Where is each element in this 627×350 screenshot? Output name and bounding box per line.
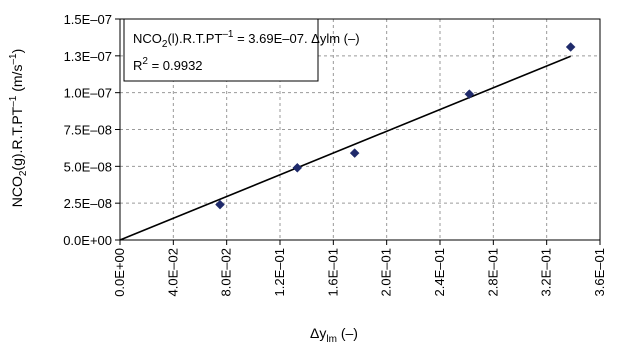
data-point [464, 89, 475, 99]
x-tick-label: 2.0E–01 [379, 248, 394, 296]
y-tick-label: 1.3E–07 [64, 49, 112, 64]
x-axis-label: Δylm (–) [310, 325, 358, 345]
y-tick-label: 0.0E+00 [63, 233, 112, 248]
data-points [215, 42, 576, 210]
x-tick-label: 1.6E–01 [325, 248, 340, 296]
data-point [215, 199, 225, 210]
y-tick-label: 2.5E–08 [64, 196, 112, 211]
y-axis-label: NCO2(g).R.T.PT–1 (m/s–1) [8, 49, 29, 208]
y-tick-label: 5.0E–08 [64, 159, 112, 174]
trendline-group [119, 55, 571, 241]
y-tick-label: 7.5E–08 [64, 123, 112, 138]
annotation-equation: NCO2(l).R.T.PT–1 = 3.69E–07. Δylm (–) [133, 29, 360, 50]
trendline [119, 55, 571, 241]
annotation-r-squared: R2 = 0.9932 [133, 56, 203, 73]
data-point [349, 148, 360, 158]
data-point [565, 42, 576, 52]
x-tick-label: 4.0E–02 [165, 248, 180, 296]
x-tick-label: 2.8E–01 [485, 248, 500, 296]
x-tick-label: 0.0E+00 [112, 248, 127, 297]
x-tick-label: 3.2E–01 [539, 248, 554, 296]
data-point [292, 162, 303, 173]
x-tick-label: 1.2E–01 [272, 248, 287, 296]
x-tick-label: 8.0E–02 [219, 248, 234, 296]
annotation-box: NCO2(l).R.T.PT–1 = 3.69E–07. Δylm (–) R2… [123, 18, 360, 82]
y-tick-label: 1.5E–07 [64, 12, 112, 27]
annotation-frame [123, 18, 319, 82]
y-tick-label: 1.0E–07 [64, 86, 112, 101]
x-tick-label: 2.4E–01 [432, 248, 447, 296]
ticks: 0.0E+00 4.0E–02 8.0E–02 1.2E–01 1.6E–01 2.0E–… [63, 12, 607, 297]
x-tick-label: 3.6E–01 [592, 248, 607, 296]
